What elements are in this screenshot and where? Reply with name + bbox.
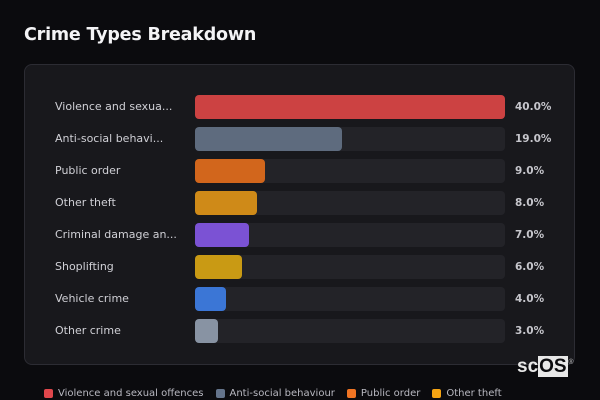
bar-fill: [195, 223, 250, 247]
legend-swatch-icon: [346, 388, 356, 398]
scos-logo: scOS ®: [517, 356, 574, 378]
bar-label: Public order: [55, 164, 121, 177]
logo-highlight: OS: [538, 356, 568, 377]
bar-row[interactable]: Public order 9.0%: [25, 159, 574, 183]
bar-label: Other crime: [55, 324, 121, 337]
legend-swatch-icon: [44, 388, 53, 398]
bar-row[interactable]: Shoplifting 6.0%: [25, 255, 574, 279]
legend-item[interactable]: Violence and sexual offences: [44, 388, 204, 399]
chart-card: Violence and sexua... 40.0% Anti-social …: [24, 64, 575, 365]
bar-fill: [195, 255, 242, 279]
bar-value: 9.0%: [515, 165, 545, 177]
bar-value: 40.0%: [515, 101, 552, 113]
bar-fill: [195, 191, 257, 215]
bar-row[interactable]: Vehicle crime 4.0%: [25, 287, 574, 311]
bar-value: 7.0%: [515, 229, 545, 241]
bar-fill: [195, 95, 505, 119]
bar-row[interactable]: Other crime 3.0%: [25, 319, 574, 343]
bar-label: Other theft: [55, 196, 116, 209]
bar-row[interactable]: Criminal damage an... 7.0%: [25, 223, 574, 247]
chart-legend: Violence and sexual offences Anti-social…: [44, 386, 502, 400]
legend-label: Public order: [360, 387, 421, 399]
legend-label: Violence and sexual offences: [58, 387, 204, 399]
bar-track: [195, 95, 505, 119]
bar-label: Violence and sexua...: [55, 100, 173, 113]
legend-swatch-icon: [432, 388, 442, 398]
page-title: Crime Types Breakdown: [24, 25, 257, 45]
bar-track: [195, 159, 505, 183]
legend-item[interactable]: Other theft: [432, 387, 502, 399]
bar-track: [195, 191, 505, 215]
bar-fill: [195, 127, 343, 151]
legend-swatch-icon: [215, 388, 225, 398]
bar-value: 8.0%: [515, 197, 545, 209]
bar-value: 4.0%: [515, 293, 545, 305]
bar-label: Anti-social behavi...: [55, 132, 164, 145]
legend-item[interactable]: Anti-social behaviour: [215, 387, 335, 399]
bar-fill: [195, 159, 265, 183]
bar-track: [195, 255, 505, 279]
legend-item[interactable]: Public order: [346, 387, 421, 399]
bar-fill: [195, 287, 226, 311]
bar-row[interactable]: Violence and sexua... 40.0%: [25, 95, 574, 119]
bar-label: Shoplifting: [55, 260, 114, 273]
bar-track: [195, 319, 505, 343]
bar-track: [195, 287, 505, 311]
bar-value: 3.0%: [515, 325, 545, 337]
bar-track: [195, 127, 505, 151]
bar-row[interactable]: Anti-social behavi... 19.0%: [25, 127, 574, 151]
bar-label: Criminal damage an...: [55, 228, 177, 241]
bar-fill: [195, 319, 219, 343]
legend-label: Other theft: [446, 387, 502, 399]
legend-label: Anti-social behaviour: [229, 387, 335, 399]
bar-track: [195, 223, 505, 247]
registered-mark: ®: [568, 359, 574, 366]
bar-label: Vehicle crime: [55, 292, 129, 305]
bar-row[interactable]: Other theft 8.0%: [25, 191, 574, 215]
bar-value: 19.0%: [515, 133, 552, 145]
logo-prefix: sc: [517, 356, 539, 377]
bar-value: 6.0%: [515, 261, 545, 273]
